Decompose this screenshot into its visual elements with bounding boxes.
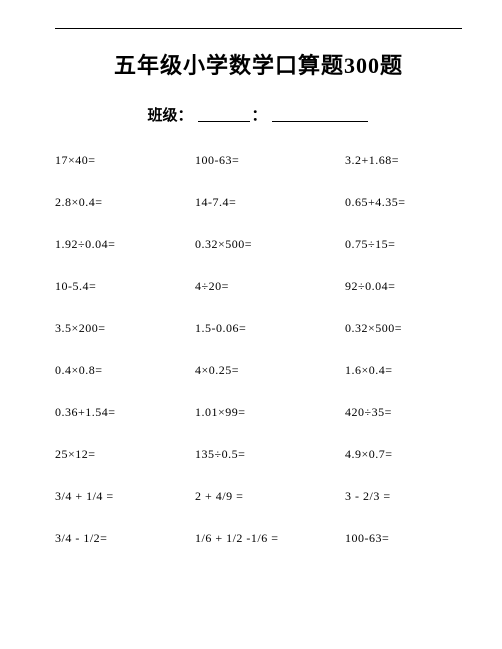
question-cell: 14-7.4= — [195, 195, 345, 210]
question-cell: 0.75÷15= — [345, 237, 462, 252]
question-row: 10-5.4= 4÷20= 92÷0.04= — [55, 279, 462, 294]
worksheet-page: 五年级小学数学口算题300题 班级：： 17×40= 100-63= 3.2+1… — [0, 0, 502, 649]
question-cell: 420÷35= — [345, 405, 462, 420]
question-cell: 100-63= — [195, 153, 345, 168]
question-cell: 10-5.4= — [55, 279, 195, 294]
question-cell: 0.65+4.35= — [345, 195, 462, 210]
question-cell: 2 + 4/9 = — [195, 489, 345, 504]
question-row: 17×40= 100-63= 3.2+1.68= — [55, 153, 462, 168]
question-cell: 2.8×0.4= — [55, 195, 195, 210]
question-cell: 1.6×0.4= — [345, 363, 462, 378]
question-cell: 1.01×99= — [195, 405, 345, 420]
question-cell: 17×40= — [55, 153, 195, 168]
question-cell: 1.92÷0.04= — [55, 237, 195, 252]
question-row: 3/4 - 1/2= 1/6 + 1/2 -1/6 = 100-63= — [55, 531, 462, 546]
question-cell: 25×12= — [55, 447, 195, 462]
question-row: 0.4×0.8= 4×0.25= 1.6×0.4= — [55, 363, 462, 378]
colon-1: ： — [177, 108, 192, 124]
question-cell: 3/4 + 1/4 = — [55, 489, 195, 504]
name-blank — [272, 106, 368, 122]
question-cell: 1/6 + 1/2 -1/6 = — [195, 531, 345, 546]
question-cell: 0.32×500= — [345, 321, 462, 336]
question-cell: 3.5×200= — [55, 321, 195, 336]
question-cell: 4×0.25= — [195, 363, 345, 378]
question-cell: 100-63= — [345, 531, 462, 546]
question-row: 25×12= 135÷0.5= 4.9×0.7= — [55, 447, 462, 462]
title-suffix: 题 — [380, 53, 403, 78]
question-grid: 17×40= 100-63= 3.2+1.68= 2.8×0.4= 14-7.4… — [55, 153, 462, 546]
question-cell: 0.4×0.8= — [55, 363, 195, 378]
question-row: 3.5×200= 1.5-0.06= 0.32×500= — [55, 321, 462, 336]
question-row: 1.92÷0.04= 0.32×500= 0.75÷15= — [55, 237, 462, 252]
title-number: 300 — [344, 53, 380, 78]
top-rule — [55, 28, 462, 29]
title-prefix: 五年级小学数学口算题 — [114, 53, 344, 78]
question-cell: 3 - 2/3 = — [345, 489, 462, 504]
question-row: 2.8×0.4= 14-7.4= 0.65+4.35= — [55, 195, 462, 210]
class-label: 班级 — [147, 108, 177, 124]
question-cell: 1.5-0.06= — [195, 321, 345, 336]
question-cell: 92÷0.04= — [345, 279, 462, 294]
class-blank — [198, 106, 250, 122]
question-cell: 4÷20= — [195, 279, 345, 294]
question-cell: 0.32×500= — [195, 237, 345, 252]
colon-2: ： — [252, 108, 267, 124]
question-cell: 0.36+1.54= — [55, 405, 195, 420]
class-name-line: 班级：： — [55, 104, 462, 125]
question-cell: 3/4 - 1/2= — [55, 531, 195, 546]
question-row: 3/4 + 1/4 = 2 + 4/9 = 3 - 2/3 = — [55, 489, 462, 504]
question-cell: 3.2+1.68= — [345, 153, 462, 168]
page-title: 五年级小学数学口算题300题 — [55, 48, 462, 80]
question-cell: 4.9×0.7= — [345, 447, 462, 462]
question-row: 0.36+1.54= 1.01×99= 420÷35= — [55, 405, 462, 420]
question-cell: 135÷0.5= — [195, 447, 345, 462]
